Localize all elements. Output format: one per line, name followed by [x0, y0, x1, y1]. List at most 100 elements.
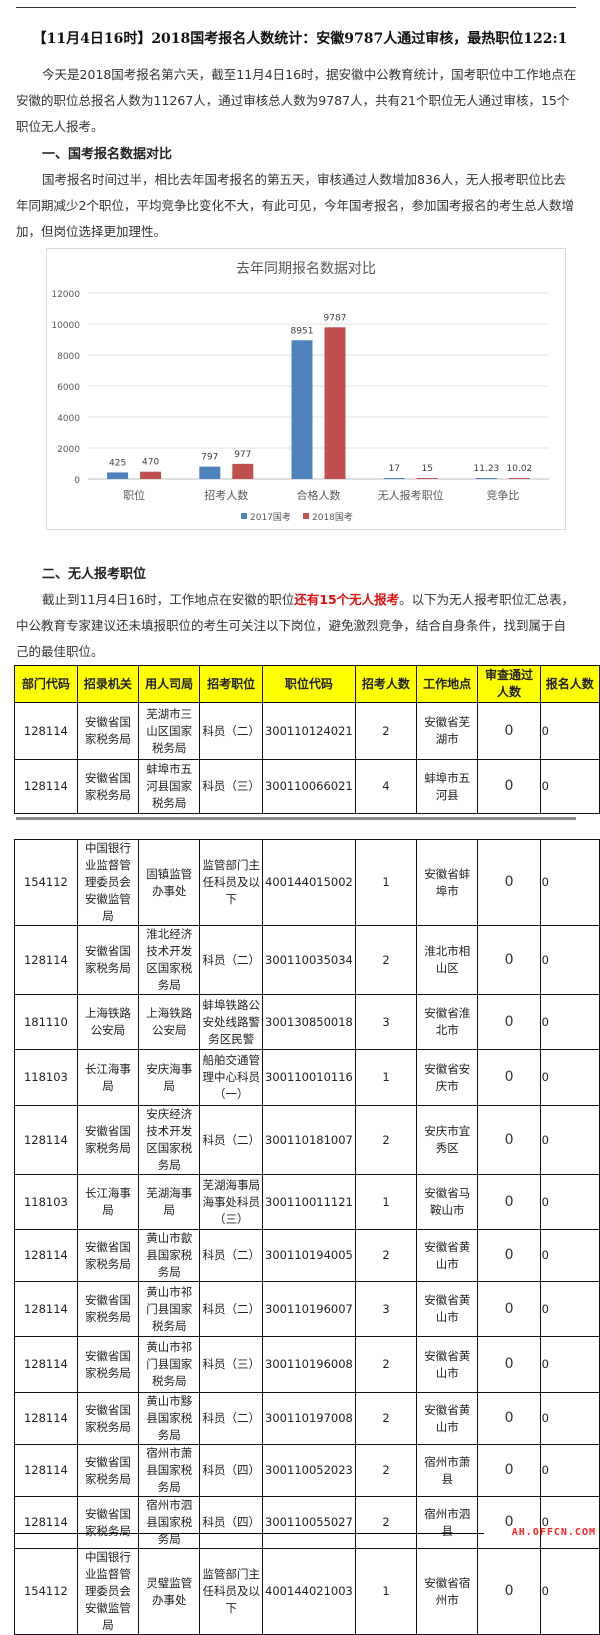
table-cell: 上海铁路公安局	[76, 994, 140, 1050]
table-cell: 安徽省宿州市	[416, 1548, 479, 1635]
table-cell: 0	[539, 1392, 600, 1445]
table-cell: 宿州市泗县	[416, 1496, 479, 1549]
chart-svg: 去年同期报名数据对比 0 2000 4000 6000 8000 10000 12000 职位 4…	[51, 261, 549, 523]
table-cell: 0	[539, 925, 600, 995]
data-label: 8951	[291, 326, 314, 336]
table-cell: 监管部门主任科员及以下	[199, 839, 264, 926]
table-cell: 2	[354, 1444, 418, 1497]
table-cell: 2	[354, 1392, 418, 1445]
table-cell: 300110010116	[262, 1049, 356, 1106]
column-header: 职位代码	[261, 665, 356, 703]
table-cell: 蚌埠市五河县国家税务局	[138, 759, 201, 814]
table-row: 128114 安徽省国家税务局 宿州市泗县国家税务局 科员（四） 30011005502…	[14, 1496, 600, 1549]
table-cell: 128114	[14, 702, 78, 760]
table-cell: 0	[539, 1229, 600, 1282]
y-tick-label: 10000	[51, 321, 80, 331]
table-separator	[16, 817, 576, 820]
table-cell: 上海铁路公安局	[138, 994, 201, 1050]
column-header: 工作地点	[416, 665, 479, 703]
column-header: 招考职位	[199, 665, 263, 703]
legend-swatch	[241, 513, 247, 519]
x-category-label: 招考人数	[204, 488, 248, 502]
table-cell: 154112	[14, 839, 78, 926]
table-cell: 0	[539, 1336, 600, 1393]
article-title: 【11月4日16时】2018国考报名人数统计：安徽9787人通过审核，最热职位1…	[32, 31, 568, 47]
table-cell: 128114	[14, 1496, 78, 1549]
table-cell: 安徽省黄山市	[416, 1336, 479, 1393]
table-cell: 0	[539, 1496, 600, 1549]
section2-heading: 二、无人报考职位	[42, 567, 147, 582]
table-cell: 0	[539, 1105, 600, 1175]
column-header: 部门代码	[14, 665, 78, 703]
table-cell: 安徽省淮北市	[416, 994, 479, 1050]
table-cell: 0	[477, 702, 541, 760]
table-row: 128114 安徽省国家税务局 宿州市萧县国家税务局 科员（四） 30011005202…	[14, 1444, 600, 1497]
table-cell: 2	[354, 1105, 418, 1175]
column-header: 审查通过人数	[477, 665, 541, 703]
table-cell: 0	[477, 1392, 541, 1445]
vacant-positions-table-part1: 部门代码 招录机关 用人司局 招考职位 职位代码 招考人数 工作地点 审查通过人数 报名人数 12…	[14, 665, 600, 814]
bar-2017	[383, 478, 405, 479]
data-label: 977	[234, 450, 251, 460]
table-cell: 科员（四）	[199, 1444, 264, 1497]
column-header: 招考人数	[354, 665, 418, 703]
table-cell: 0	[539, 1281, 600, 1337]
x-category-label: 职位	[123, 488, 145, 502]
table-cell: 安徽省芜湖市	[416, 702, 479, 760]
table-cell: 0	[477, 925, 541, 995]
table-cell: 300110194005	[262, 1229, 356, 1282]
table-cell: 1	[354, 1548, 418, 1635]
table-cell: 安徽省马鞍山市	[416, 1174, 479, 1230]
section2-text-after: 。以下为无人报考职位汇总表，中公教育专家建议还未填报职位的考生可关注以下岗位，避…	[16, 592, 575, 659]
table-cell: 科员（四）	[199, 1496, 264, 1549]
table-cell: 128114	[14, 1392, 78, 1445]
data-label: 9787	[324, 313, 347, 323]
bar-2017	[291, 340, 313, 479]
table-cell: 0	[477, 839, 541, 926]
table-row: 154112 中国银行业监督管理委员会安徽监管局 灵璧监管办事处 监管部门主任科员及以…	[14, 1548, 600, 1635]
y-tick-label: 4000	[57, 414, 80, 424]
table-cell: 安徽省黄山市	[416, 1281, 479, 1337]
table-cell: 中国银行业监督管理委员会安徽监管局	[76, 839, 140, 926]
bar-2018	[324, 327, 346, 479]
table-cell: 安徽省国家税务局	[76, 1105, 140, 1175]
table-cell: 安徽省国家税务局	[76, 1496, 140, 1549]
table-cell: 0	[477, 1049, 541, 1106]
bar-2017	[107, 472, 129, 479]
table-cell: 安徽省国家税务局	[76, 702, 140, 760]
table-cell: 0	[477, 759, 541, 814]
y-tick-label: 2000	[57, 445, 80, 455]
table-cell: 科员（二）	[199, 925, 264, 995]
table-cell: 1	[354, 839, 418, 926]
table-cell: 300110196008	[262, 1336, 356, 1393]
y-tick-label: 0	[74, 476, 80, 486]
table-cell: 宿州市泗县国家税务局	[138, 1496, 201, 1549]
bar-2017	[475, 478, 497, 479]
y-tick-label: 12000	[51, 290, 80, 300]
table-cell: 1	[354, 1174, 418, 1230]
table-cell: 科员（三）	[199, 1336, 264, 1393]
table-cell: 宿州市萧县国家税务局	[138, 1444, 201, 1497]
table-cell: 0	[539, 1548, 600, 1635]
table-cell: 300110011121	[262, 1174, 356, 1230]
table-cell: 3	[354, 1281, 418, 1337]
table-cell: 0	[539, 1049, 600, 1106]
footer-site[interactable]: AH.OFFCN.COM	[511, 1527, 596, 1538]
table-row: 128114 安徽省国家税务局 黄山市黟县国家税务局 科员（二） 30011019700…	[14, 1392, 600, 1445]
table-cell: 0	[539, 1174, 600, 1230]
table-cell: 3	[354, 994, 418, 1050]
table-cell: 400144021003	[262, 1548, 356, 1635]
vacant-positions-table-part2: 154112 中国银行业监督管理委员会安徽监管局 固镇监管办事处 监管部门主任科员及以…	[14, 839, 600, 1635]
table-row: 128114 安徽省国家税务局 蚌埠市五河县国家税务局 科员（三） 3001100660…	[14, 759, 600, 814]
table-cell: 0	[477, 994, 541, 1050]
table-cell: 400144015002	[262, 839, 356, 926]
table-cell: 安徽省国家税务局	[76, 759, 140, 814]
intro-paragraph: 今天是2018国考报名第六天，截至11月4日16时，据安徽中公教育统计，国考职位…	[16, 67, 577, 134]
data-label: 10.02	[507, 464, 533, 474]
table-cell: 0	[477, 1174, 541, 1230]
table-cell: 安徽省国家税务局	[76, 925, 140, 995]
data-label: 797	[201, 453, 218, 463]
bar-2017	[199, 466, 221, 479]
legend-label: 2018国考	[312, 512, 353, 523]
table-cell: 科员（二）	[199, 1229, 264, 1282]
